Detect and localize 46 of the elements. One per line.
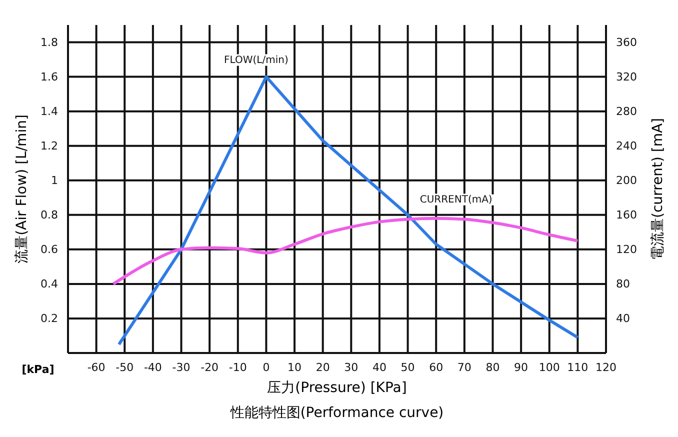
text: [kPa] bbox=[22, 363, 54, 376]
y2-tick-label: 80 bbox=[616, 277, 630, 290]
x-tick-label: 60 bbox=[429, 360, 444, 374]
y2-tick-label: 320 bbox=[616, 70, 637, 84]
y2-tick-label: 40 bbox=[616, 312, 630, 325]
x-tick-label: 120 bbox=[596, 360, 616, 374]
x-tick-label: 50 bbox=[400, 360, 415, 374]
y-tick-label: 0.4 bbox=[40, 277, 58, 290]
y-tick-label: 1.2 bbox=[40, 139, 58, 152]
y-tick-label: 0.2 bbox=[40, 312, 58, 325]
x-tick-label: -40 bbox=[144, 360, 162, 374]
y-tick-label: 1 bbox=[51, 174, 58, 187]
series-label: CURRENT(mA) bbox=[420, 194, 492, 206]
text: 性能特性图(Performance curve) bbox=[229, 405, 444, 421]
x-tick-label: 110 bbox=[567, 360, 588, 374]
y2-tick-label: 160 bbox=[616, 208, 637, 222]
x-tick-label: 10 bbox=[288, 360, 302, 374]
x-axis-title: 压力(Pressure) [KPa] bbox=[267, 380, 407, 396]
x-tick-label: 20 bbox=[316, 360, 330, 374]
x-tick-label: 30 bbox=[344, 360, 358, 374]
x-tick-label: -10 bbox=[228, 360, 247, 374]
x-tick-label: -20 bbox=[200, 360, 219, 374]
x-tick-label: 90 bbox=[514, 360, 528, 374]
y-tick-label: 1.8 bbox=[40, 36, 58, 49]
y2-axis-title: 電流量(current) [mA] bbox=[650, 118, 666, 260]
y-tick-label: 1.6 bbox=[40, 70, 58, 84]
x-tick-label: -60 bbox=[87, 360, 106, 374]
x-tick-label: 40 bbox=[372, 360, 386, 374]
line-series bbox=[117, 75, 580, 346]
y2-tick-label: 280 bbox=[616, 104, 637, 118]
x-tick-label: 70 bbox=[457, 360, 472, 374]
x-tick-label: 80 bbox=[486, 360, 500, 374]
series-label: FLOW(L/min) bbox=[224, 54, 288, 66]
y-tick-label: 0.6 bbox=[40, 242, 58, 256]
y-axis-title: 流量(Air Flow) [L/min] bbox=[14, 114, 30, 264]
y2-tick-label: 120 bbox=[616, 242, 637, 256]
y-tick-label: 0.8 bbox=[40, 208, 58, 222]
x-tick-label: -30 bbox=[172, 360, 190, 374]
x-tick-label: 100 bbox=[538, 360, 560, 374]
x-tick-label: 0 bbox=[262, 360, 270, 374]
y2-tick-label: 360 bbox=[616, 36, 637, 49]
line-series bbox=[112, 216, 580, 286]
x-tick-label: -50 bbox=[116, 360, 134, 374]
y2-tick-label: 240 bbox=[616, 139, 637, 152]
y2-tick-label: 200 bbox=[616, 174, 637, 187]
y-tick-label: 1.4 bbox=[40, 104, 58, 118]
